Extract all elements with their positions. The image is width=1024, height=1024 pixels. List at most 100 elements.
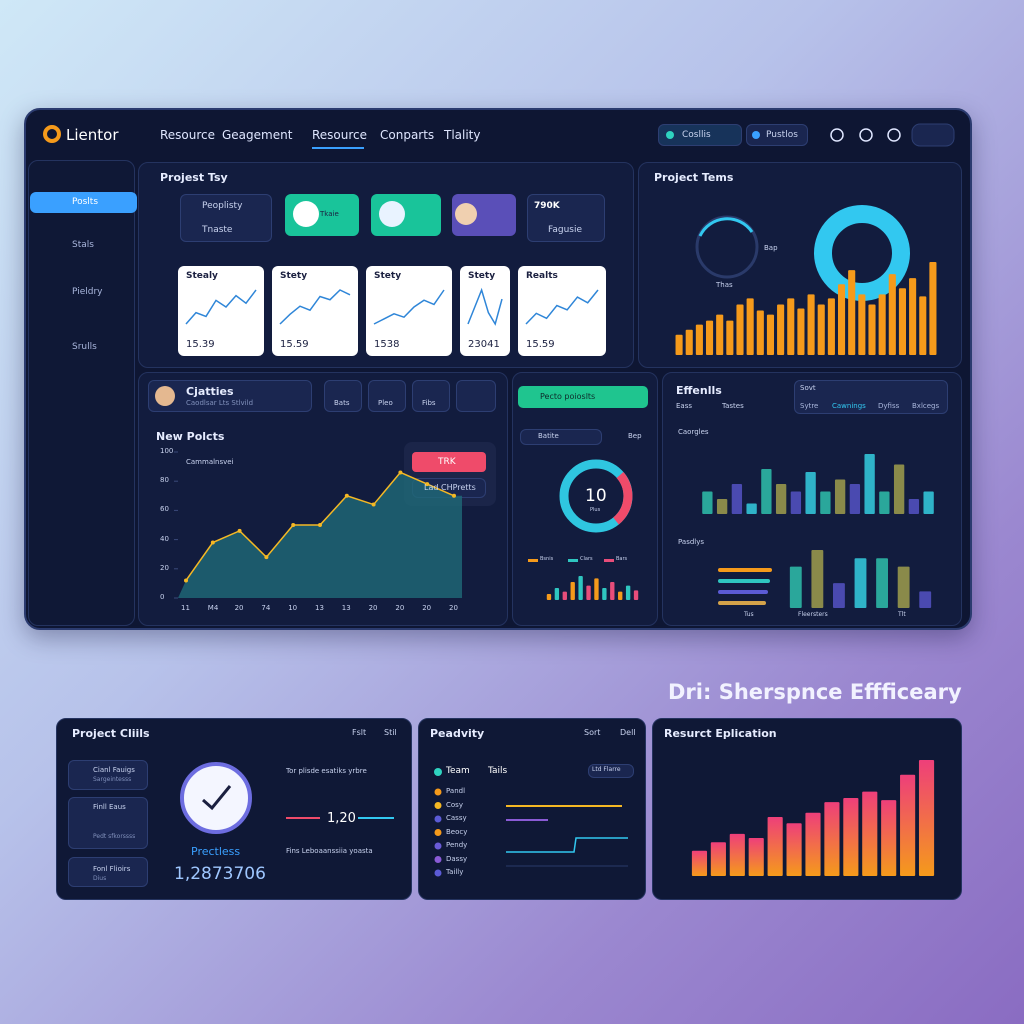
green-button[interactable] — [518, 386, 648, 408]
button-label: Bats — [334, 399, 350, 407]
bar — [805, 472, 816, 514]
tooltip-button[interactable] — [412, 452, 486, 472]
sparkline — [525, 289, 599, 325]
button-label: Pleo — [378, 399, 393, 407]
pill[interactable] — [658, 124, 742, 146]
card-title: Stety — [468, 271, 496, 281]
button[interactable] — [368, 380, 406, 412]
select-label: Sovt — [800, 384, 816, 392]
hbar — [718, 579, 770, 583]
list-item[interactable] — [68, 760, 148, 790]
filter-label: Eass — [676, 402, 693, 410]
pill-icon — [666, 131, 674, 139]
bar — [923, 491, 934, 514]
icon[interactable] — [887, 128, 901, 142]
name: Pendy — [446, 841, 468, 849]
point — [184, 578, 188, 583]
tab: Dyfiss — [878, 402, 900, 410]
logo — [43, 125, 61, 143]
icon[interactable] — [911, 123, 955, 147]
legend-dot — [434, 788, 442, 796]
bar — [570, 582, 575, 600]
pager[interactable] — [456, 380, 496, 412]
donut-arc — [612, 472, 633, 525]
bar — [789, 566, 802, 608]
bar — [586, 585, 591, 600]
bar — [827, 298, 835, 355]
sparkline — [467, 287, 503, 326]
legend-dot — [434, 869, 442, 877]
bar — [787, 298, 795, 355]
y-tick-label: 100 — [160, 447, 174, 455]
metric-label: Prectless — [191, 845, 241, 858]
bar — [918, 760, 935, 876]
bar — [786, 823, 802, 876]
list-item[interactable] — [68, 857, 148, 887]
legend-dot — [434, 842, 442, 850]
avatar — [155, 386, 175, 406]
name: Pandl — [446, 787, 466, 795]
legend-label: Bsnis — [540, 556, 554, 562]
filter-label: Tastes — [722, 402, 744, 410]
bar — [909, 278, 917, 355]
legend-label: Clars — [580, 556, 593, 562]
hbar — [718, 568, 772, 572]
x-tick-label: Fleersters — [798, 611, 828, 618]
bar — [775, 484, 787, 514]
button[interactable] — [324, 380, 362, 412]
bar — [602, 588, 607, 600]
list-title: Cianl Fauigs — [93, 766, 135, 774]
tag-label: Ltd Flarre — [592, 766, 621, 773]
legend-dot — [434, 768, 442, 776]
name: Dassy — [446, 854, 468, 863]
metric-card — [518, 266, 606, 356]
legend-dot — [434, 829, 442, 836]
bar — [578, 576, 583, 600]
nav-item: Resource — [312, 128, 368, 142]
bar — [824, 802, 840, 876]
bar — [777, 304, 785, 355]
rate: 1,20 — [327, 811, 356, 826]
legend-dot — [434, 802, 442, 809]
bar — [805, 812, 821, 876]
icon[interactable] — [830, 128, 844, 142]
bar — [898, 288, 907, 355]
card-title: Realts — [526, 271, 558, 281]
x-tick-label: 20 — [449, 604, 458, 612]
bar — [716, 499, 728, 514]
button-label: Fibs — [422, 399, 436, 407]
bar — [761, 469, 772, 514]
bar — [834, 479, 846, 514]
y-tick-label: 60 — [160, 505, 169, 514]
point — [210, 540, 215, 545]
metric-value: 1,2873706 — [174, 864, 266, 884]
point — [264, 555, 269, 560]
dropdown[interactable] — [794, 380, 948, 414]
icon[interactable] — [859, 128, 873, 142]
tab: Cawnings — [832, 402, 866, 410]
point — [344, 493, 349, 498]
bar — [716, 314, 724, 355]
bar — [817, 304, 825, 355]
x-tick-label: Tus — [744, 611, 754, 618]
x-tick-label: 13 — [315, 604, 324, 612]
list-sub: Dius — [93, 875, 107, 882]
list-item[interactable] — [68, 797, 148, 849]
bar — [726, 320, 734, 355]
avatar — [293, 201, 319, 227]
pill-label: Cosllis — [682, 130, 711, 140]
paragraph: Tor plisde esatiks yrbre — [286, 767, 367, 775]
pill[interactable] — [746, 124, 808, 146]
sidebar-active[interactable] — [30, 192, 137, 213]
bar — [625, 585, 631, 600]
button[interactable] — [412, 380, 450, 412]
bar — [790, 491, 802, 514]
bar — [562, 591, 567, 600]
group-label: Caorgles — [678, 428, 709, 436]
point — [318, 523, 322, 527]
y-tick-label: 0 — [160, 593, 165, 601]
action: Sort — [584, 728, 601, 737]
name: Cassy — [446, 814, 467, 822]
point — [291, 523, 296, 527]
legend-swatch — [604, 559, 614, 562]
